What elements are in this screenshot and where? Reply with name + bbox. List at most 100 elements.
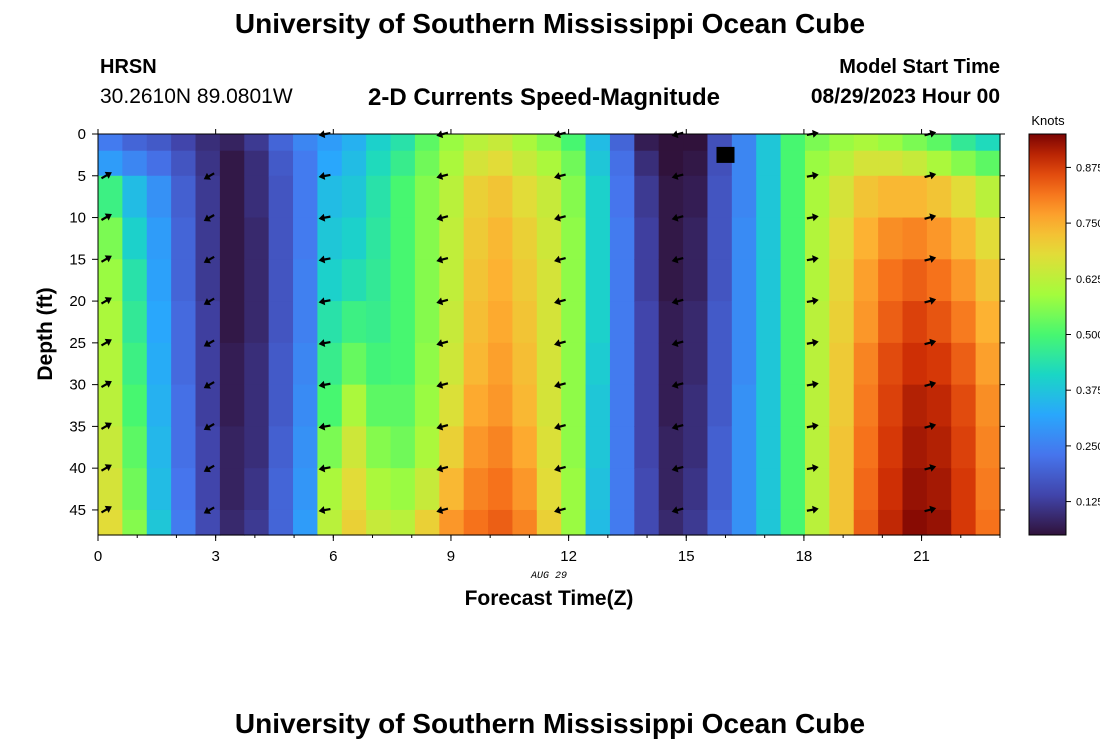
vector-head <box>318 213 326 222</box>
heatmap-cell <box>195 426 221 469</box>
heatmap-cell <box>195 384 221 427</box>
heatmap-cell <box>829 175 855 219</box>
heatmap-cell <box>414 175 440 219</box>
current-vector <box>671 255 684 264</box>
vector-head <box>203 339 211 347</box>
heatmap-cell <box>926 217 952 260</box>
heatmap-cell <box>268 217 294 260</box>
vector-head <box>318 422 326 431</box>
heatmap-cell <box>585 134 611 152</box>
current-vector <box>318 255 331 264</box>
current-vector <box>203 464 215 473</box>
heatmap-cell <box>561 150 587 177</box>
vector-head <box>554 172 561 180</box>
heatmap-cell <box>146 259 172 302</box>
heatmap-cell <box>634 217 660 260</box>
heatmap-cell <box>512 426 538 469</box>
heatmap-cell <box>609 342 635 386</box>
current-vector <box>100 505 112 514</box>
heatmap-cell <box>268 509 294 536</box>
heatmap-cell <box>293 175 319 219</box>
current-vector <box>554 297 566 306</box>
heatmap-cell <box>731 150 757 177</box>
heatmap-cell <box>658 468 684 511</box>
vector-head <box>104 380 112 388</box>
current-vector <box>671 339 684 348</box>
heatmap-cell <box>780 384 806 427</box>
heatmap-cell <box>878 509 904 536</box>
heatmap-cell <box>683 259 709 302</box>
heatmap-cell <box>804 134 830 152</box>
current-vector <box>554 506 566 515</box>
heatmap-cell <box>853 301 879 344</box>
heatmap-cell <box>951 175 977 219</box>
heatmap-cell <box>98 150 123 177</box>
heatmap-cell <box>634 134 660 152</box>
current-vector <box>203 506 215 514</box>
heatmap-cell <box>219 384 245 427</box>
heatmap-cell <box>780 301 806 344</box>
heatmap-cell <box>829 468 855 511</box>
heatmap-cell <box>731 301 757 344</box>
x-tick-label: 6 <box>329 548 337 565</box>
heatmap-cell <box>512 384 538 427</box>
heatmap-cell <box>317 150 343 177</box>
x-tick-label: 15 <box>678 548 695 565</box>
current-vector <box>924 464 937 472</box>
vector-head <box>554 464 561 473</box>
heatmap-cell <box>439 150 465 177</box>
vector-head <box>671 422 679 431</box>
heatmap-cell <box>585 342 611 386</box>
station-name: HRSN <box>100 56 157 78</box>
heatmap-cell <box>536 217 562 260</box>
heatmap-cell <box>634 509 660 536</box>
vector-head <box>203 214 211 222</box>
current-vector <box>554 380 566 389</box>
heatmap-cell <box>268 259 294 302</box>
heatmap-cell <box>634 175 660 219</box>
heatmap-cell <box>829 342 855 386</box>
heatmap-cell <box>146 134 172 152</box>
heatmap-cell <box>707 426 733 469</box>
heatmap-cell <box>244 468 270 511</box>
heatmap-cell <box>122 150 148 177</box>
heatmap-cell <box>853 150 879 177</box>
heatmap-cell <box>585 259 611 302</box>
heatmap-cell <box>244 134 270 152</box>
heatmap-cell <box>731 175 757 219</box>
heatmap-cell <box>488 175 514 219</box>
heatmap-cell <box>268 175 294 219</box>
heatmap-cell <box>512 175 538 219</box>
heatmap-cell <box>756 259 782 302</box>
heatmap-cell <box>463 175 489 219</box>
vector-head <box>554 255 561 264</box>
heatmap-cell <box>341 426 367 469</box>
current-vector <box>924 338 937 347</box>
current-vector <box>100 464 112 472</box>
heatmap-cell <box>731 259 757 302</box>
vector-head <box>554 339 561 348</box>
heatmap-cell <box>317 426 343 469</box>
heatmap-cell <box>219 217 245 260</box>
current-vector <box>806 464 819 472</box>
current-vector <box>318 422 331 431</box>
heatmap-cell <box>926 259 952 302</box>
heatmap-cell <box>317 468 343 511</box>
heatmap-cell <box>878 426 904 469</box>
heatmap-cell <box>366 426 392 469</box>
heatmap-cell <box>366 301 392 344</box>
heatmap-cell <box>122 259 148 302</box>
heatmap-cell <box>463 342 489 386</box>
heatmap-cell <box>244 509 270 536</box>
heatmap-cell <box>512 342 538 386</box>
vector-head <box>104 422 112 430</box>
y-tick-label: 10 <box>69 210 86 227</box>
vector-head <box>671 297 679 306</box>
heatmap-cell <box>439 217 465 260</box>
heatmap-cell <box>853 342 879 386</box>
heatmap-cell <box>804 150 830 177</box>
heatmap-cell <box>219 301 245 344</box>
heatmap-cell <box>414 468 440 511</box>
y-tick-label: 20 <box>69 293 86 310</box>
heatmap-cell <box>878 150 904 177</box>
